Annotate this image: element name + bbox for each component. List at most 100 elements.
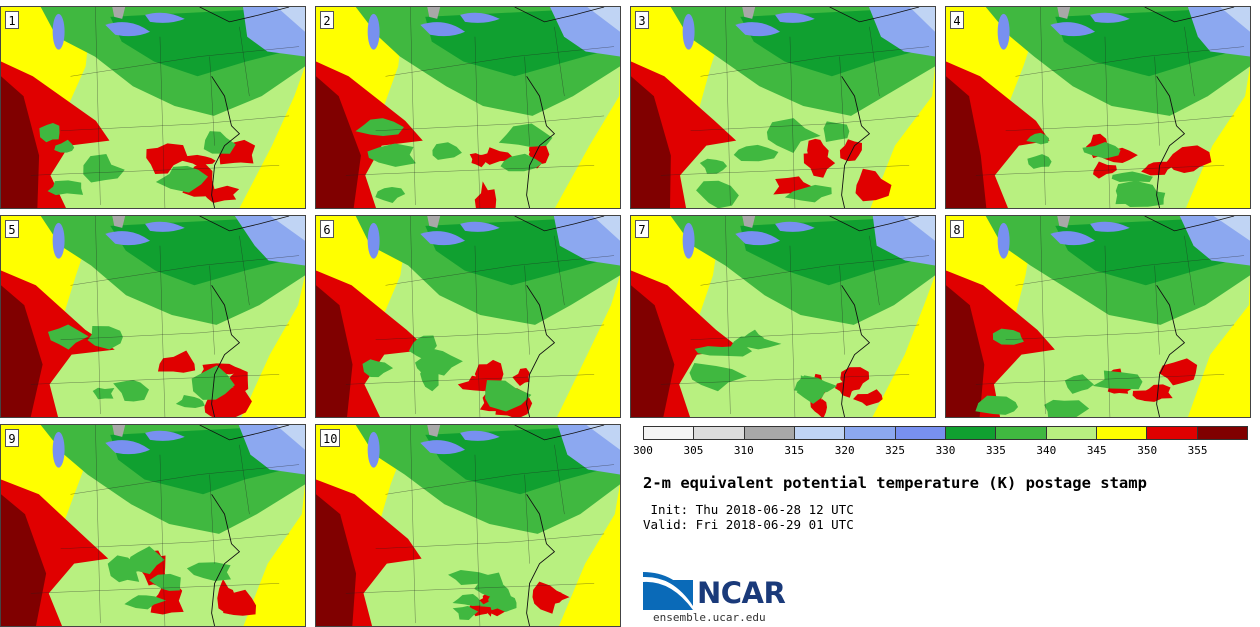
land-gray — [427, 216, 441, 228]
chart-title: 2-m equivalent potential temperature (K)… — [643, 474, 1147, 492]
member-number: 2 — [320, 11, 334, 29]
state-boundary — [524, 474, 530, 564]
state-boundary — [159, 454, 166, 626]
field-region-335-south — [689, 363, 747, 392]
colorbar-segment — [996, 427, 1047, 439]
member-number: 10 — [320, 429, 341, 447]
state-boundary — [524, 265, 530, 355]
lake-erie — [420, 22, 466, 37]
state-boundary — [554, 26, 565, 97]
lake-ontario — [775, 12, 815, 23]
colorbar-tick-label: 335 — [985, 444, 1006, 457]
field-region-350-south — [810, 399, 828, 417]
lake-michigan — [52, 13, 65, 50]
field-region-335-south — [128, 546, 165, 575]
field-region-335-south — [975, 395, 1019, 415]
state-boundary — [1104, 245, 1111, 417]
field-region-335-south — [155, 165, 209, 193]
lake-michigan — [52, 431, 65, 468]
field-region-335-south — [432, 142, 462, 160]
field-region-335-south — [699, 158, 728, 174]
state-boundary — [60, 115, 290, 132]
state-boundary — [375, 324, 605, 341]
colorbar-segment — [644, 427, 695, 439]
coastline — [1156, 76, 1186, 208]
field-region-355 — [946, 285, 985, 417]
coastline — [211, 76, 241, 208]
lake-ontario — [145, 12, 185, 23]
border-line — [199, 216, 290, 232]
colorbar-tick-label: 355 — [1187, 444, 1208, 457]
member-panel: 2 — [315, 6, 621, 209]
land-gray — [112, 216, 126, 228]
lake-erie — [105, 231, 151, 246]
lake-ontario — [145, 221, 185, 232]
land-gray — [1057, 216, 1071, 228]
member-map — [631, 216, 935, 417]
lake-erie — [735, 22, 781, 37]
state-boundary — [524, 56, 530, 146]
colorbar — [643, 426, 1248, 440]
state-boundary — [660, 165, 910, 176]
member-panel: 7 — [630, 215, 936, 418]
lake-ontario — [145, 430, 185, 441]
colorbar-segment — [1096, 427, 1148, 439]
lake-michigan — [52, 222, 65, 259]
state-boundary — [60, 533, 290, 550]
state-boundary — [239, 444, 250, 515]
member-map — [316, 7, 620, 208]
member-map — [1, 7, 305, 208]
field-region-345-east — [1187, 275, 1250, 417]
state-boundary — [159, 36, 166, 208]
colorbar-tick-label: 315 — [784, 444, 805, 457]
state-boundary — [1015, 255, 1245, 286]
member-number: 1 — [5, 11, 19, 29]
member-panel: 10 — [315, 424, 621, 627]
field-region-345-east — [241, 275, 305, 417]
member-map — [1, 425, 305, 626]
member-panel: 4 — [945, 6, 1251, 209]
field-region-345-east — [556, 275, 620, 417]
member-map — [316, 216, 620, 417]
state-boundary — [975, 374, 1225, 385]
field-region-350-south — [217, 578, 236, 615]
lake-ontario — [460, 221, 500, 232]
field-region-335-south — [452, 594, 485, 606]
border-line — [1144, 7, 1235, 23]
lake-erie — [420, 440, 466, 455]
border-line — [514, 216, 605, 232]
state-boundary — [1154, 265, 1160, 355]
state-boundary — [1154, 56, 1160, 146]
lake-michigan — [682, 222, 695, 259]
member-number: 5 — [5, 220, 19, 238]
colorbar-tick-label: 320 — [834, 444, 855, 457]
state-boundary — [70, 46, 300, 77]
colorbar-segment — [945, 427, 997, 439]
field-region-335-south — [355, 118, 404, 137]
lake-ontario — [460, 430, 500, 441]
field-region-320 — [238, 425, 305, 475]
field-region-315 — [270, 216, 305, 241]
field-region-335-south — [1092, 370, 1143, 390]
field-region-335-south — [47, 180, 84, 196]
lake-erie — [1050, 231, 1096, 246]
colorbar-tick-label: 350 — [1137, 444, 1158, 457]
field-region-335-south — [92, 387, 115, 400]
field-region-335-south — [1026, 132, 1050, 145]
lake-ontario — [460, 12, 500, 23]
state-boundary — [474, 245, 481, 417]
field-region-345-east — [554, 66, 620, 208]
field-region-335-south — [420, 363, 439, 392]
state-boundary — [30, 583, 280, 594]
field-region-335-south — [375, 187, 406, 203]
field-region-335-south — [203, 131, 236, 154]
state-boundary — [375, 533, 605, 550]
field-region-350-south — [182, 154, 216, 167]
field-region-335-south — [39, 122, 60, 143]
state-boundary — [725, 7, 731, 206]
lake-michigan — [367, 13, 380, 50]
lake-erie — [105, 440, 151, 455]
field-region-335-south — [124, 595, 167, 610]
state-boundary — [385, 46, 615, 77]
state-boundary — [239, 26, 250, 97]
